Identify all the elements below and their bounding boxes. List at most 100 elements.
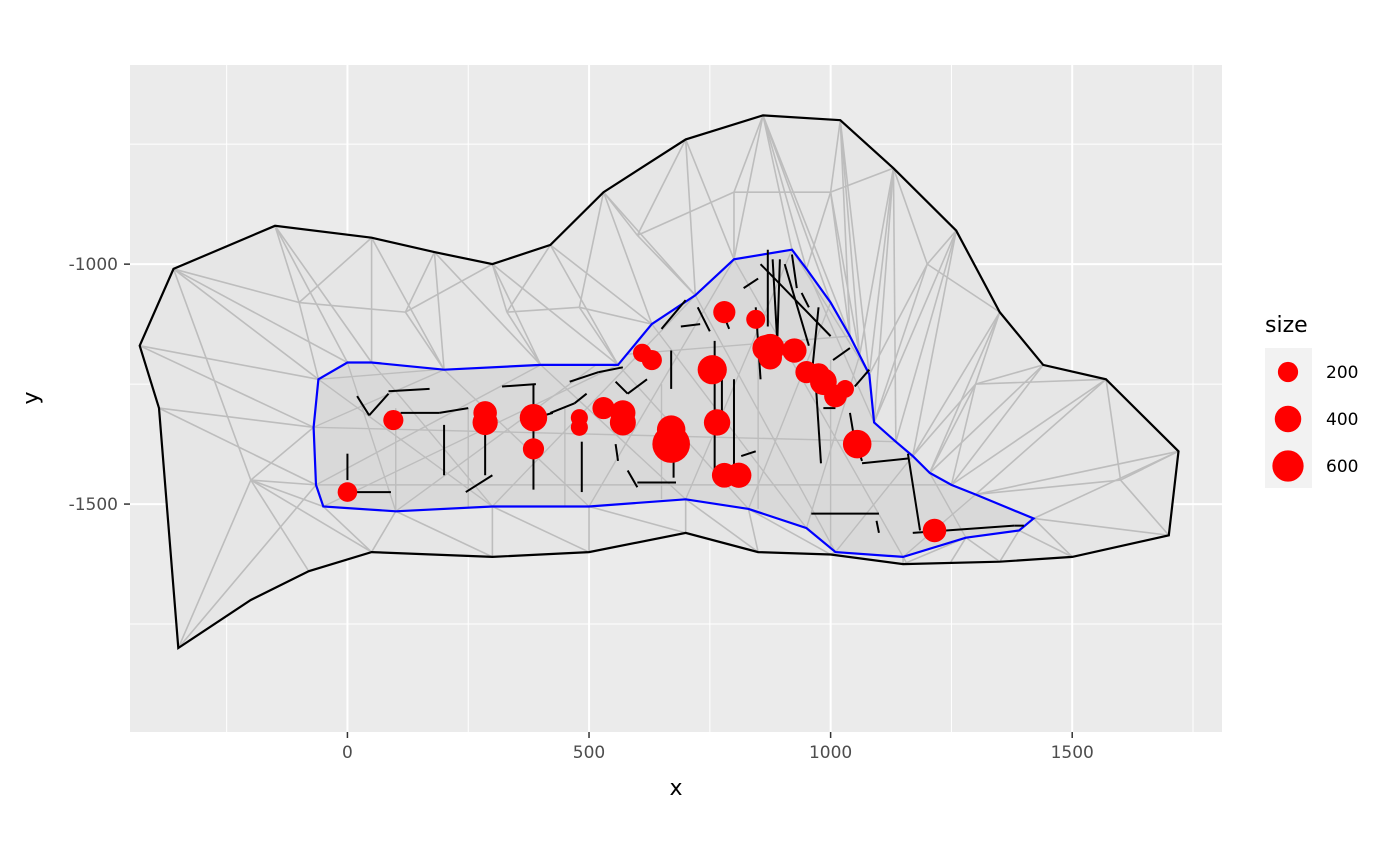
x-axis: 0 500 1000 1500 bbox=[342, 732, 1094, 763]
mesh-edge bbox=[950, 383, 977, 486]
mesh-inner-edge bbox=[791, 249, 870, 375]
mesh-edge bbox=[974, 311, 1001, 385]
data-point bbox=[746, 309, 766, 329]
mesh-inner-edge bbox=[805, 268, 875, 423]
segment-line bbox=[800, 292, 810, 308]
mesh-edge bbox=[1018, 529, 1073, 558]
data-point bbox=[652, 425, 690, 463]
mesh-edge bbox=[370, 510, 397, 553]
mesh-edge bbox=[762, 115, 832, 303]
mesh-edge bbox=[549, 244, 653, 325]
segment-line bbox=[680, 323, 701, 328]
mesh-edge bbox=[250, 479, 310, 572]
segment-line bbox=[573, 392, 588, 405]
mesh-edge bbox=[829, 120, 842, 193]
mesh-edge bbox=[892, 167, 929, 265]
mesh-edge bbox=[139, 344, 319, 381]
mesh-edge bbox=[579, 306, 653, 325]
mesh-edge bbox=[578, 191, 605, 308]
mesh-edge bbox=[928, 383, 977, 474]
mesh-edge bbox=[588, 505, 686, 534]
legend-key-dot bbox=[1272, 450, 1304, 482]
mesh-edge bbox=[965, 537, 1001, 563]
data-point bbox=[713, 301, 736, 324]
mesh-edge bbox=[158, 407, 317, 486]
segment-line bbox=[783, 263, 810, 346]
mesh-inner-edge bbox=[346, 362, 397, 512]
mesh-edge bbox=[637, 191, 735, 237]
segment-line bbox=[743, 277, 759, 289]
mesh-edge bbox=[274, 225, 300, 303]
legend: size 200 400 600 bbox=[1265, 313, 1358, 488]
legend-key-dot bbox=[1277, 361, 1299, 383]
mesh-inner-edge bbox=[315, 364, 542, 486]
mesh-edge bbox=[491, 263, 542, 366]
mesh-edge bbox=[1119, 479, 1170, 536]
mesh-edge bbox=[1120, 450, 1179, 481]
data-point bbox=[836, 380, 854, 398]
mesh-inner-edge bbox=[834, 455, 914, 553]
segment-line bbox=[550, 402, 575, 414]
mesh-edge bbox=[1033, 517, 1169, 537]
data-point bbox=[519, 403, 548, 432]
mesh-edge bbox=[139, 344, 314, 429]
segment-line bbox=[626, 469, 639, 488]
mesh-edge bbox=[926, 230, 957, 265]
mesh-edge bbox=[158, 407, 314, 429]
mesh-edge bbox=[177, 484, 317, 648]
mesh-edge bbox=[868, 168, 895, 375]
mesh-edge bbox=[926, 263, 1001, 313]
data-point bbox=[570, 418, 588, 436]
mesh-edge bbox=[506, 244, 552, 313]
mesh-edge bbox=[274, 225, 373, 363]
mesh-edge bbox=[829, 192, 851, 337]
y-tick-label: -1000 bbox=[69, 255, 118, 275]
data-point bbox=[726, 462, 752, 488]
segment-line bbox=[614, 380, 629, 395]
mesh-edge bbox=[685, 498, 759, 553]
mesh-edge bbox=[506, 306, 580, 313]
mesh-edge bbox=[902, 536, 967, 565]
mesh-edge bbox=[602, 191, 653, 325]
mesh-edge bbox=[172, 268, 252, 481]
data-point bbox=[609, 409, 636, 436]
mesh-inner-edge bbox=[371, 362, 493, 507]
segment-line bbox=[356, 395, 371, 416]
data-point bbox=[472, 409, 498, 436]
mesh-edge bbox=[868, 263, 928, 375]
data-point bbox=[641, 350, 662, 371]
x-tick-label: 1500 bbox=[1051, 743, 1094, 763]
mesh-edge bbox=[873, 230, 957, 423]
mesh-edge bbox=[491, 263, 508, 313]
mesh-edge bbox=[173, 268, 300, 304]
mesh-edge bbox=[911, 230, 958, 457]
mesh-edge bbox=[805, 191, 832, 270]
segment-line bbox=[660, 299, 687, 330]
segment-line bbox=[790, 254, 798, 289]
mesh-edge bbox=[873, 168, 895, 423]
points bbox=[337, 301, 947, 543]
data-point bbox=[697, 355, 727, 385]
inner-boundary bbox=[312, 248, 1036, 559]
segment-line bbox=[815, 388, 822, 464]
mesh-inner-edge bbox=[322, 364, 619, 508]
segment-line bbox=[388, 387, 430, 393]
mesh-edge bbox=[370, 237, 445, 371]
x-tick-label: 500 bbox=[573, 743, 605, 763]
segment-line bbox=[627, 378, 648, 395]
mesh-edge bbox=[491, 263, 619, 366]
mesh-edge bbox=[298, 237, 373, 304]
data-point bbox=[383, 410, 404, 431]
mesh-edge bbox=[858, 168, 895, 356]
mesh-edge bbox=[975, 364, 1044, 385]
mesh-edge bbox=[928, 311, 1001, 474]
segment-line bbox=[598, 366, 624, 374]
segment-line bbox=[861, 457, 909, 465]
mesh-edge bbox=[950, 378, 1107, 486]
mesh-edge bbox=[830, 167, 894, 193]
segment-line bbox=[832, 347, 851, 361]
legend-label: 200 bbox=[1326, 363, 1358, 383]
mesh-edge bbox=[762, 115, 851, 337]
mesh-edge bbox=[873, 263, 929, 423]
